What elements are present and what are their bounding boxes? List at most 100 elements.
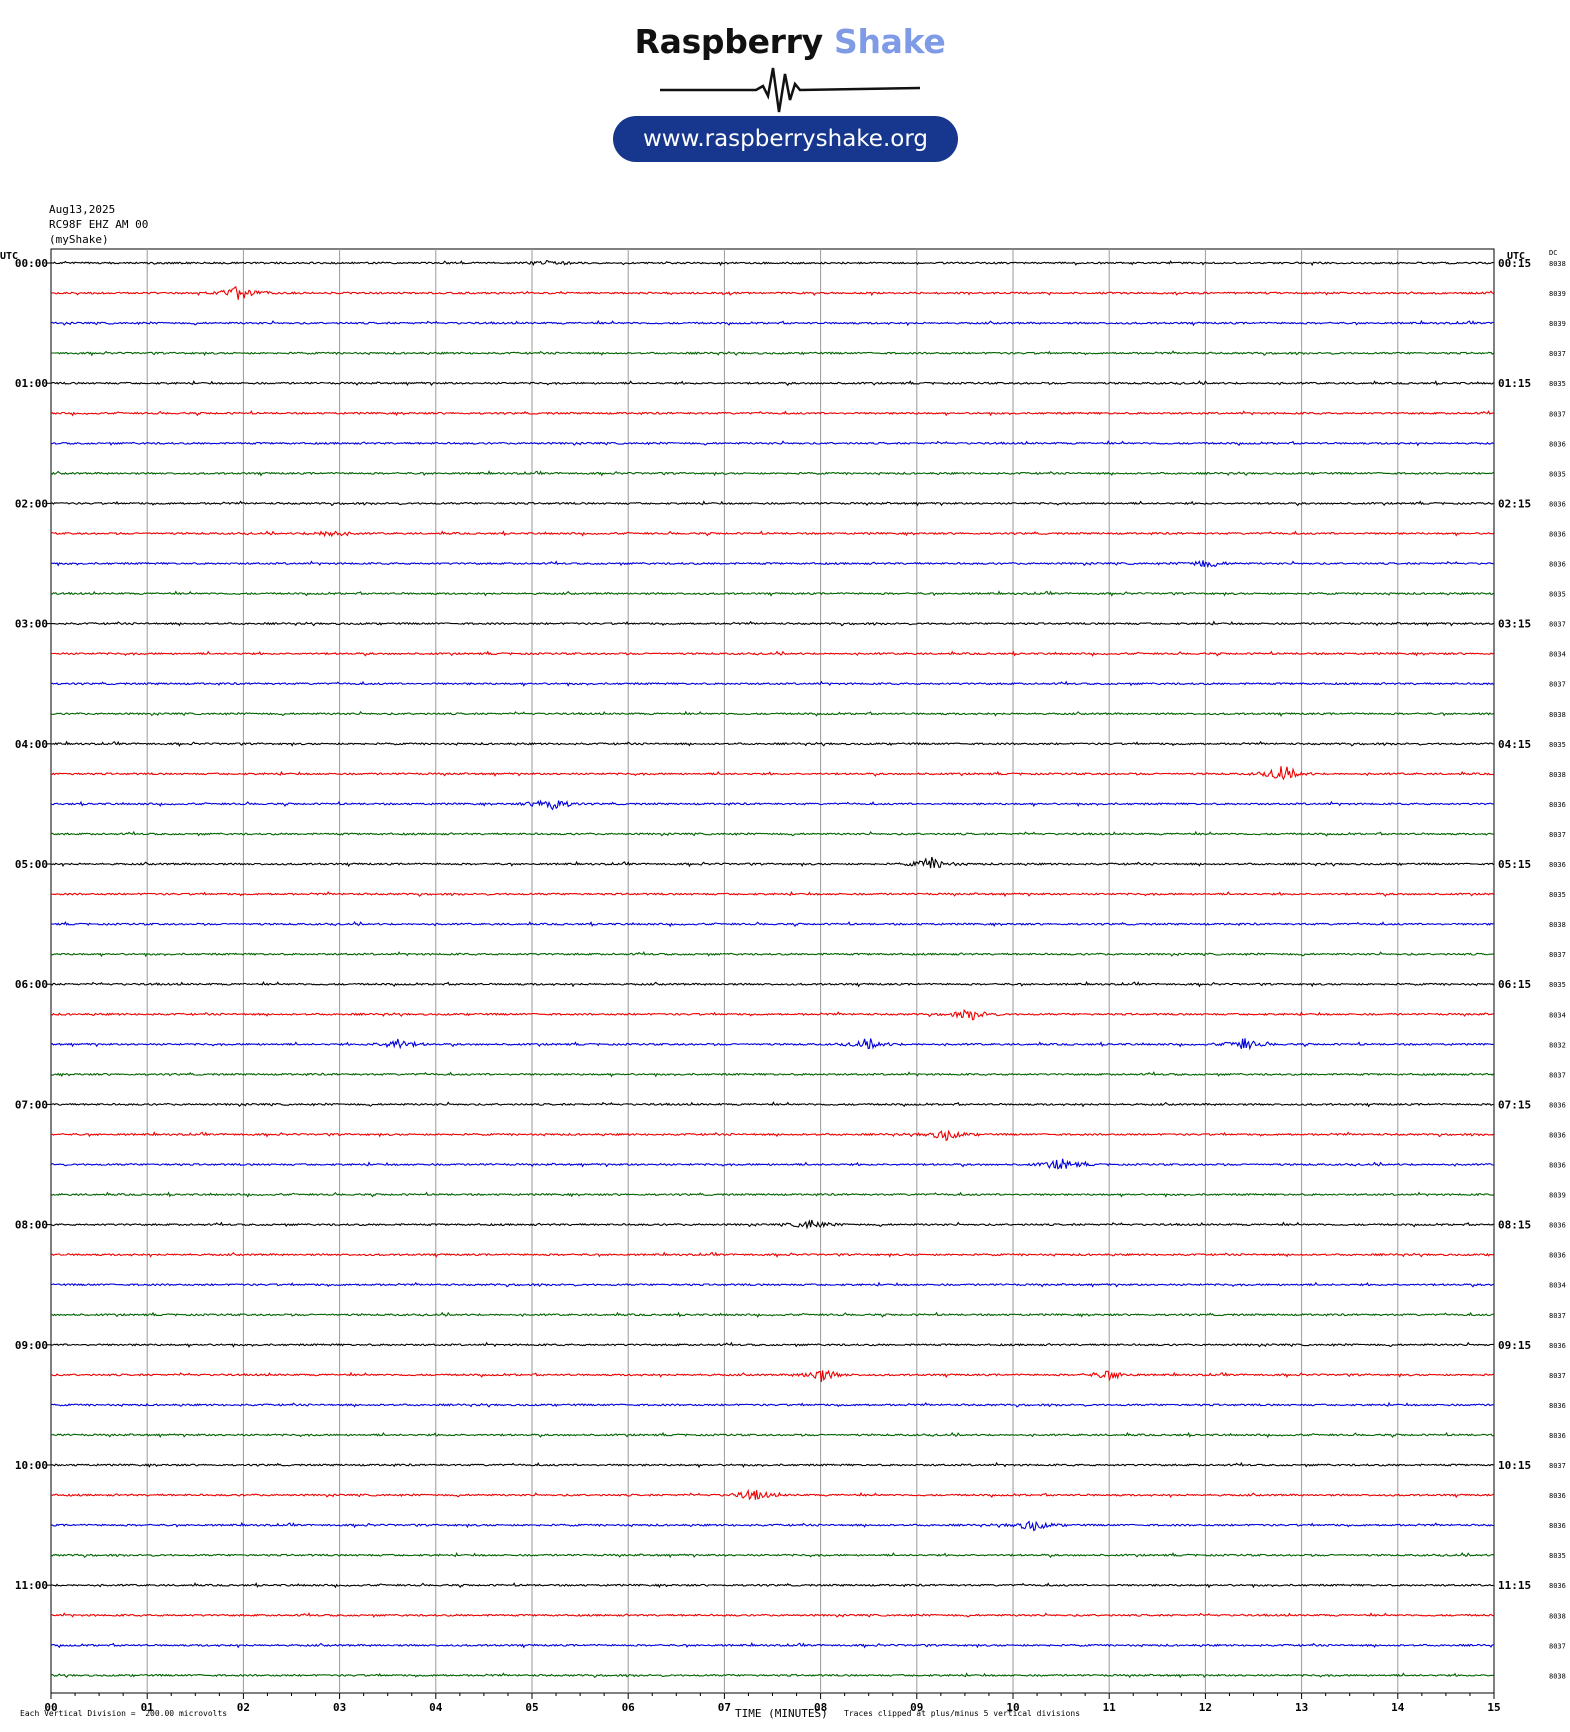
left-hour-label: 07:00 xyxy=(15,1098,48,1111)
trace-row-40 xyxy=(50,1461,1494,1469)
dc-offset-label: 8037 xyxy=(1549,681,1566,689)
right-hour-label: 05:15 xyxy=(1498,858,1531,871)
right-hour-label: 03:15 xyxy=(1498,618,1531,631)
trace-row-23 xyxy=(50,950,1494,958)
trace-row-21 xyxy=(50,890,1494,898)
website-url[interactable]: www.raspberryshake.org xyxy=(613,116,958,162)
right-hour-label: 08:15 xyxy=(1498,1219,1531,1232)
trace-row-3 xyxy=(51,350,1494,357)
dc-offset-label: 8037 xyxy=(1549,1312,1566,1320)
trace-row-17 xyxy=(50,766,1494,781)
x-tick-label: 02 xyxy=(237,1701,250,1714)
right-hour-label: 06:15 xyxy=(1498,978,1531,991)
trace-row-29 xyxy=(50,1129,1494,1142)
left-hour-label: 06:00 xyxy=(15,978,48,991)
left-hour-label: 04:00 xyxy=(15,738,48,751)
x-tick-label: 03 xyxy=(333,1701,346,1714)
dc-offset-label: 8038 xyxy=(1549,1672,1566,1680)
trace-row-27 xyxy=(50,1071,1494,1078)
dc-offset-label: 8036 xyxy=(1549,1522,1566,1530)
dc-offset-label: 8038 xyxy=(1549,771,1566,779)
left-hour-label: 10:00 xyxy=(15,1459,48,1472)
x-tick-label: 06 xyxy=(622,1701,636,1714)
dc-offset-label: 8035 xyxy=(1549,1552,1566,1560)
trace-row-16 xyxy=(50,740,1494,748)
trace-row-38 xyxy=(50,1401,1494,1408)
x-tick-label: 05 xyxy=(525,1701,538,1714)
trace-row-24 xyxy=(50,980,1494,988)
dc-offset-label: 8036 xyxy=(1549,440,1566,448)
dc-header-label: DC xyxy=(1549,249,1557,257)
trace-row-37 xyxy=(50,1369,1494,1383)
header-source: (myShake) xyxy=(49,233,109,246)
dc-offset-label: 8036 xyxy=(1549,500,1566,508)
seismic-wave-icon xyxy=(660,67,920,113)
trace-row-34 xyxy=(50,1281,1494,1288)
dc-offset-label: 8035 xyxy=(1549,741,1566,749)
dc-offset-label: 8037 xyxy=(1549,410,1566,418)
trace-row-43 xyxy=(50,1551,1494,1559)
left-hour-label: 01:00 xyxy=(15,377,48,390)
dc-offset-label: 8035 xyxy=(1549,891,1566,899)
dc-offset-label: 8036 xyxy=(1549,801,1566,809)
dc-offset-label: 8038 xyxy=(1549,711,1566,719)
x-tick-label: 15 xyxy=(1487,1701,1500,1714)
left-hour-label: 08:00 xyxy=(15,1219,48,1232)
right-hour-label: 10:15 xyxy=(1498,1459,1531,1472)
trace-row-18 xyxy=(50,799,1494,811)
dc-offset-label: 8037 xyxy=(1549,831,1566,839)
dc-offset-label: 8036 xyxy=(1549,1131,1566,1139)
station-header: Aug13,2025 RC98F EHZ AM 00 (myShake) xyxy=(49,202,148,247)
right-hour-label: 04:15 xyxy=(1498,738,1531,751)
trace-row-45 xyxy=(50,1612,1494,1618)
x-tick-label: 00 xyxy=(44,1701,57,1714)
right-hour-label: 02:15 xyxy=(1498,497,1531,510)
trace-row-33 xyxy=(50,1251,1494,1258)
dc-offset-label: 8038 xyxy=(1549,260,1566,268)
left-hour-label: 00:00 xyxy=(15,257,48,270)
x-tick-label: 14 xyxy=(1391,1701,1405,1714)
dc-offset-label: 8036 xyxy=(1549,561,1566,569)
trace-row-0 xyxy=(50,259,1494,267)
trace-row-1 xyxy=(50,285,1494,300)
dc-offset-label: 8036 xyxy=(1549,1252,1566,1260)
trace-row-39 xyxy=(50,1431,1494,1439)
trace-row-13 xyxy=(50,650,1494,657)
dc-offset-label: 8036 xyxy=(1549,1402,1566,1410)
trace-row-6 xyxy=(50,440,1494,447)
dc-offset-label: 8036 xyxy=(1549,1432,1566,1440)
brand-part1: Raspberry xyxy=(634,22,824,61)
dc-offset-label: 8036 xyxy=(1549,530,1566,538)
clip-note: Traces clipped at plus/minus 5 vertical … xyxy=(844,1709,1081,1718)
left-hour-label: 11:00 xyxy=(15,1579,48,1592)
trace-row-12 xyxy=(51,620,1494,627)
trace-row-30 xyxy=(50,1158,1494,1170)
trace-row-26 xyxy=(50,1038,1494,1051)
trace-row-31 xyxy=(50,1191,1494,1198)
trace-row-7 xyxy=(50,470,1494,477)
trace-row-35 xyxy=(50,1311,1494,1318)
right-hour-label: 11:15 xyxy=(1498,1579,1531,1592)
trace-row-22 xyxy=(51,920,1494,928)
dc-offset-label: 8037 xyxy=(1549,951,1566,959)
dc-offset-label: 8034 xyxy=(1549,651,1566,659)
trace-row-32 xyxy=(50,1219,1494,1230)
trace-row-9 xyxy=(50,530,1494,538)
trace-row-2 xyxy=(50,319,1494,327)
dc-offset-label: 8036 xyxy=(1549,1492,1566,1500)
left-utc-label: UTC xyxy=(0,251,18,262)
trace-row-10 xyxy=(50,560,1494,569)
trace-row-14 xyxy=(50,680,1494,687)
dc-offset-label: 8035 xyxy=(1549,470,1566,478)
x-tick-label: 07 xyxy=(718,1701,731,1714)
left-hour-label: 05:00 xyxy=(15,858,48,871)
trace-row-11 xyxy=(50,590,1494,597)
dc-offset-label: 8039 xyxy=(1549,290,1566,298)
x-tick-label: 10 xyxy=(1006,1701,1019,1714)
trace-row-5 xyxy=(50,410,1494,417)
trace-row-15 xyxy=(50,710,1494,717)
dc-offset-label: 8036 xyxy=(1549,1101,1566,1109)
trace-row-46 xyxy=(50,1641,1494,1649)
dc-offset-label: 8035 xyxy=(1549,380,1566,388)
